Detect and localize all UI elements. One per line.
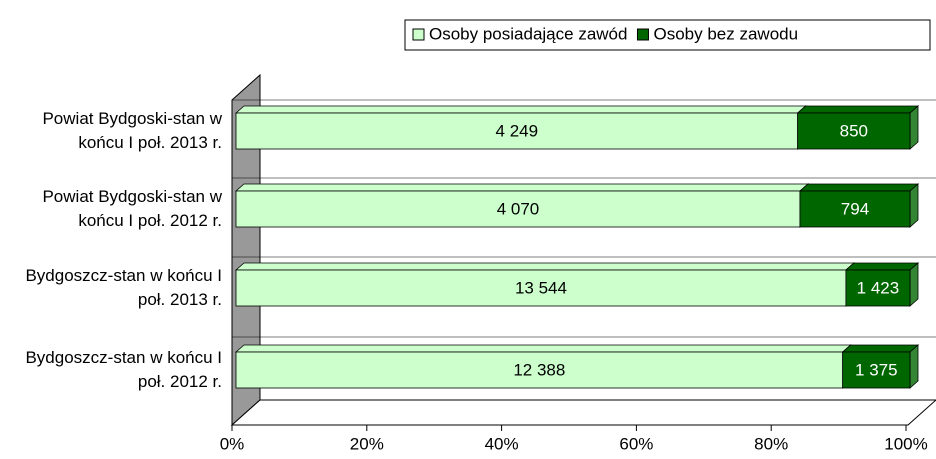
bar-front: [797, 112, 911, 150]
x-tick-label: 100%: [884, 434, 927, 453]
data-label: 1 375: [855, 360, 898, 379]
bar: [798, 183, 920, 228]
row-lines: [232, 99, 936, 338]
bar-front: [845, 269, 911, 307]
data-label: 794: [841, 199, 869, 218]
y-tick-label: Bydgoszcz-stan w końcu I poł. 2012 r.: [25, 348, 222, 391]
bar: [234, 105, 807, 150]
bar: [841, 344, 920, 389]
bar-top: [234, 344, 852, 353]
bar-side: [909, 344, 919, 389]
bar: [844, 262, 920, 307]
bar-side: [909, 262, 919, 307]
data-label: 13 544: [515, 278, 567, 297]
floor: [230, 399, 936, 426]
data-label: 4 070: [497, 199, 540, 218]
bar-top: [841, 344, 920, 353]
legend-swatch: [412, 28, 425, 41]
bar-top: [798, 183, 920, 192]
x-tick-label: 20%: [350, 434, 384, 453]
bar-side: [909, 105, 919, 150]
bar-top: [234, 183, 810, 192]
bar-front: [842, 351, 911, 389]
x-tick-label: 40%: [485, 434, 519, 453]
bar-front: [235, 269, 847, 307]
bar-front: [799, 190, 911, 228]
data-label: 850: [840, 121, 868, 140]
legend-label: Osoby bez zawodu: [653, 24, 798, 43]
bar-top: [844, 262, 920, 271]
bar-top: [234, 262, 855, 271]
bar-front: [235, 112, 799, 150]
legend-swatch: [636, 28, 649, 41]
bar-front: [235, 190, 801, 228]
legend-box: [404, 19, 931, 51]
data-label: 1 423: [857, 278, 900, 297]
y-tick-label: Powiat Bydgoski-stan w końcu I poł. 2013…: [42, 109, 222, 152]
bar-top: [234, 105, 807, 114]
x-tick-label: 0%: [220, 434, 245, 453]
legend-label: Osoby posiadające zawód: [429, 24, 627, 43]
bar-front: [235, 351, 844, 389]
data-label: 12 388: [513, 360, 565, 379]
bar-side: [909, 183, 919, 228]
bar: [796, 105, 920, 150]
x-tick-label: 80%: [754, 434, 788, 453]
x-tick-label: 60%: [619, 434, 653, 453]
y-tick-label: Powiat Bydgoski-stan w końcu I poł. 2012…: [42, 187, 222, 230]
y-tick-label: Bydgoszcz-stan w końcu I poł. 2013 r.: [25, 266, 222, 309]
bar: [234, 344, 852, 389]
data-label: 4 249: [496, 121, 539, 140]
bar-top: [796, 105, 920, 114]
